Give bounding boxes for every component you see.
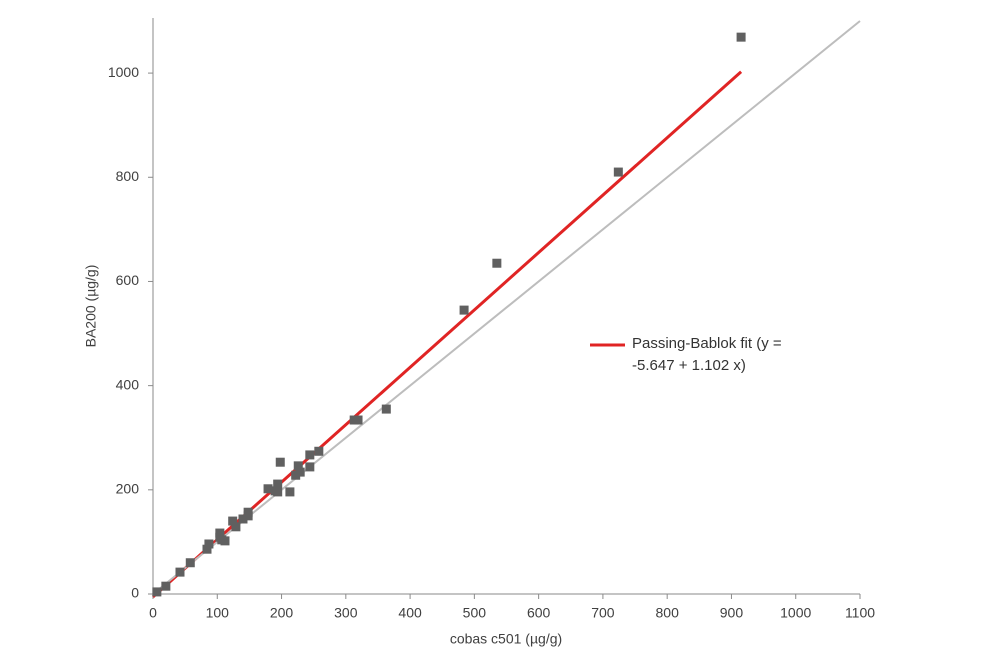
point [152,587,162,597]
point [736,32,746,42]
point [285,487,295,497]
x-axis-label: cobas c501 (µg/g) [450,631,562,647]
point [204,539,214,549]
point [275,457,285,467]
x-tick-label: 700 [591,605,615,621]
point [231,522,241,532]
point [459,305,469,315]
point [202,544,212,554]
point [305,462,315,472]
point [295,467,305,477]
point [185,558,195,568]
x-tick-label: 1000 [780,605,811,621]
series-line [152,20,861,595]
x-tick-label: 500 [463,605,487,621]
y-tick-label: 0 [131,585,139,601]
point [381,404,391,414]
point [273,479,283,489]
x-tick-label: 200 [270,605,294,621]
point [273,487,283,497]
point [492,258,502,268]
y-axis-label: BA200 (µg/g) [83,265,99,348]
y-tick-label: 600 [116,272,140,288]
x-tick-label: 400 [398,605,422,621]
point [161,581,171,591]
x-tick-label: 1100 [845,605,875,621]
point [238,514,248,524]
x-tick-label: 0 [149,605,157,621]
point [314,446,324,456]
x-tick-label: 800 [656,605,680,621]
point [220,536,230,546]
point [263,484,273,494]
y-tick-label: 800 [116,168,140,184]
point [293,461,303,471]
point [175,567,185,577]
legend-entry: Passing-Bablok fit (y = -5.647 + 1.102 x… [632,335,782,374]
point [228,516,238,526]
point [613,167,623,177]
y-tick-label: 1000 [108,64,139,80]
point [243,511,253,521]
point [305,450,315,460]
x-tick-label: 100 [206,605,230,621]
x-tick-label: 300 [334,605,358,621]
x-tick-label: 600 [527,605,551,621]
y-tick-label: 200 [116,481,140,497]
x-tick-label: 900 [720,605,744,621]
y-tick-label: 400 [116,376,140,392]
point [353,415,363,425]
legend-label: Passing-Bablok fit (y = -5.647 + 1.102 x… [632,335,782,374]
